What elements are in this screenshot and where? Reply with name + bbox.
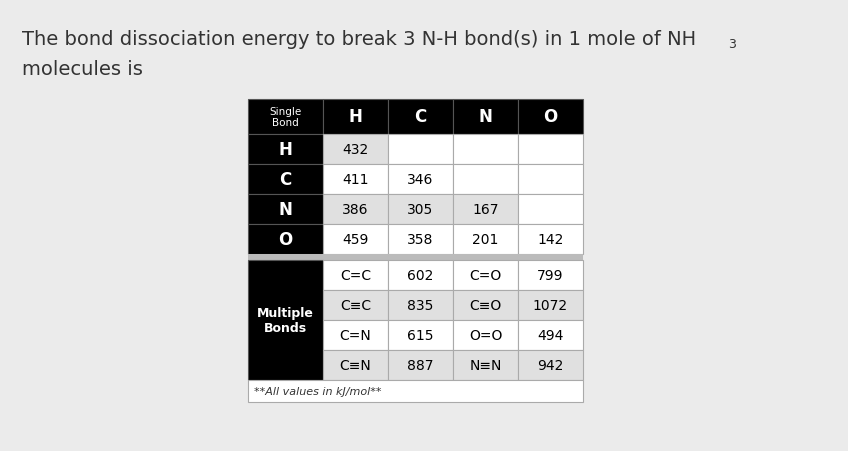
Text: 602: 602	[407, 268, 433, 282]
Text: C=N: C=N	[340, 328, 371, 342]
Bar	[518, 225, 583, 254]
Text: C=C: C=C	[340, 268, 371, 282]
Text: N: N	[278, 201, 293, 219]
Bar	[518, 165, 583, 194]
Bar	[518, 320, 583, 350]
Bar	[388, 194, 453, 225]
Bar	[248, 100, 323, 135]
Bar	[323, 260, 388, 290]
Bar	[453, 100, 518, 135]
Text: H: H	[349, 108, 362, 126]
Bar	[518, 350, 583, 380]
Bar	[518, 100, 583, 135]
Bar	[248, 260, 323, 380]
Bar	[323, 165, 388, 194]
Text: 799: 799	[538, 268, 564, 282]
Bar	[388, 260, 453, 290]
Bar	[518, 290, 583, 320]
Text: 3: 3	[728, 38, 736, 51]
Bar	[323, 225, 388, 254]
Bar	[453, 260, 518, 290]
Bar	[453, 290, 518, 320]
Text: molecules is: molecules is	[22, 60, 142, 79]
Text: C≡O: C≡O	[470, 299, 502, 312]
Text: Single
Bond: Single Bond	[270, 106, 302, 128]
Bar	[388, 135, 453, 165]
Bar	[453, 225, 518, 254]
Text: N≡N: N≡N	[469, 358, 502, 372]
Text: C: C	[415, 108, 427, 126]
Text: O: O	[544, 108, 558, 126]
Bar	[388, 165, 453, 194]
Text: N: N	[478, 108, 493, 126]
Bar	[388, 100, 453, 135]
Text: 305: 305	[407, 202, 433, 216]
Bar	[518, 135, 583, 165]
Bar	[323, 350, 388, 380]
Bar	[518, 260, 583, 290]
Bar	[323, 135, 388, 165]
Bar	[248, 254, 583, 260]
Bar	[323, 100, 388, 135]
Text: O=O: O=O	[469, 328, 502, 342]
Text: 142: 142	[538, 232, 564, 246]
Bar	[323, 194, 388, 225]
Bar	[248, 225, 323, 254]
Text: 167: 167	[472, 202, 499, 216]
Text: 1072: 1072	[533, 299, 568, 312]
Text: **All values in kJ/mol**: **All values in kJ/mol**	[254, 386, 382, 396]
Bar	[388, 225, 453, 254]
Text: 942: 942	[538, 358, 564, 372]
Text: 459: 459	[343, 232, 369, 246]
Text: 494: 494	[538, 328, 564, 342]
Bar	[388, 350, 453, 380]
Text: 411: 411	[343, 173, 369, 187]
Text: O: O	[278, 230, 293, 249]
Text: 201: 201	[472, 232, 499, 246]
Text: Multiple
Bonds: Multiple Bonds	[257, 306, 314, 334]
Text: H: H	[278, 141, 293, 159]
Bar	[388, 320, 453, 350]
Bar	[323, 320, 388, 350]
Text: 386: 386	[343, 202, 369, 216]
Text: C: C	[279, 170, 292, 189]
Bar	[248, 165, 323, 194]
Text: 835: 835	[407, 299, 433, 312]
Bar	[453, 135, 518, 165]
Bar	[453, 320, 518, 350]
Text: C≡C: C≡C	[340, 299, 371, 312]
Text: 615: 615	[407, 328, 433, 342]
Text: 887: 887	[407, 358, 433, 372]
Bar	[453, 350, 518, 380]
Bar	[248, 380, 583, 402]
Text: C=O: C=O	[470, 268, 502, 282]
Bar	[248, 194, 323, 225]
Text: 432: 432	[343, 143, 369, 156]
Text: The bond dissociation energy to break 3 N-H bond(s) in 1 mole of NH: The bond dissociation energy to break 3 …	[22, 30, 696, 49]
Text: 346: 346	[407, 173, 433, 187]
Text: C≡N: C≡N	[340, 358, 371, 372]
Text: 358: 358	[407, 232, 433, 246]
Bar	[453, 194, 518, 225]
Bar	[453, 165, 518, 194]
Bar	[323, 290, 388, 320]
Bar	[388, 290, 453, 320]
Bar	[518, 194, 583, 225]
Bar	[248, 135, 323, 165]
